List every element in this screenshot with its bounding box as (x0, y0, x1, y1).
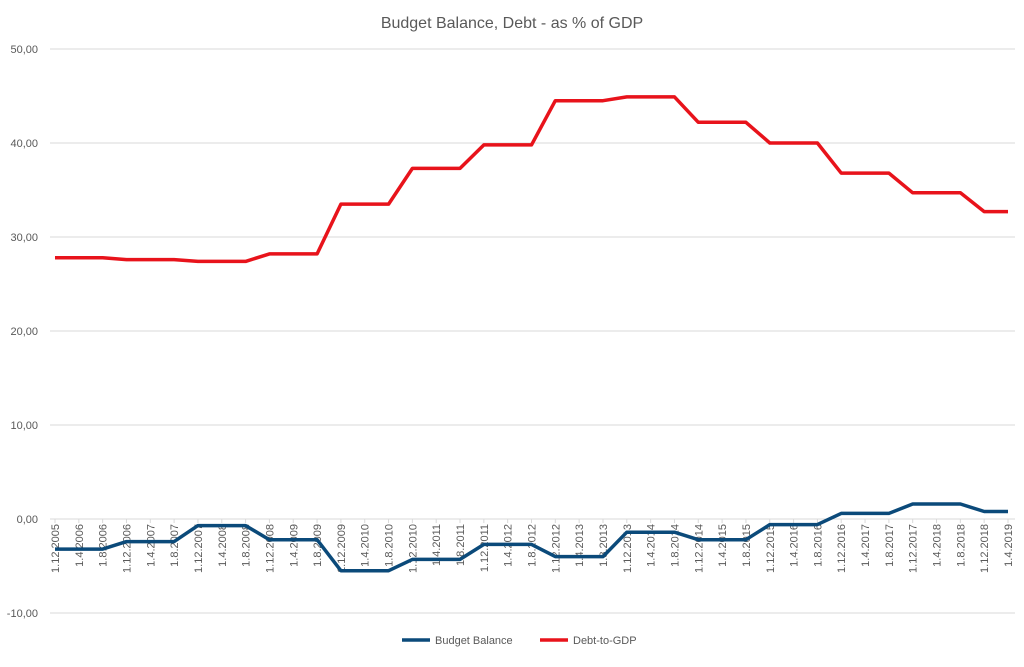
x-tick-label: 1.4.2013 (574, 524, 586, 567)
x-tick-label: 1.8.2015 (741, 524, 753, 567)
x-tick-label: 1.8.2006 (98, 524, 110, 567)
x-tick-label: 1.12.2017 (908, 524, 920, 573)
x-tick-label: 1.4.2017 (860, 524, 872, 567)
x-tick-label: 1.8.2010 (384, 524, 396, 567)
x-tick-label: 1.12.2018 (979, 524, 991, 573)
x-tick-label: 1.8.2007 (169, 524, 181, 567)
y-tick-label: 40,00 (10, 138, 38, 150)
x-tick-label: 1.8.2016 (812, 524, 824, 567)
y-tick-label: 20,00 (10, 326, 38, 338)
x-tick-label: 1.4.2018 (932, 524, 944, 567)
y-tick-label: 10,00 (10, 420, 38, 432)
x-tick-label: 1.8.2013 (598, 524, 610, 567)
x-tick-label: 1.12.2006 (121, 524, 133, 573)
x-tick-label: 1.12.2008 (264, 524, 276, 573)
x-tick-label: 1.12.2016 (836, 524, 848, 573)
x-tick-label: 1.4.2019 (1003, 524, 1015, 567)
y-tick-label: -10,00 (7, 608, 38, 620)
y-tick-label: 30,00 (10, 232, 38, 244)
x-tick-label: 1.4.2010 (360, 524, 372, 567)
x-tick-label: 1.12.2012 (550, 524, 562, 573)
x-tick-label: 1.12.2015 (765, 524, 777, 573)
legend-label: Debt-to-GDP (573, 635, 637, 647)
x-tick-label: 1.8.2017 (884, 524, 896, 567)
x-tick-label: 1.12.2007 (193, 524, 205, 573)
legend: Budget Balance Debt-to-GDP (402, 635, 637, 647)
y-tick-label: 50,00 (10, 44, 38, 56)
legend-label: Budget Balance (435, 635, 513, 647)
x-tick-label: 1.4.2016 (789, 524, 801, 567)
x-tick-label: 1.12.2010 (407, 524, 419, 573)
y-tick-label: 0,00 (17, 514, 38, 526)
x-tick-label: 1.4.2015 (717, 524, 729, 567)
x-tick-label: 1.4.2014 (646, 524, 658, 567)
x-tick-label: 1.4.2006 (74, 524, 86, 567)
x-tick-label: 1.8.2014 (669, 524, 681, 567)
x-tick-label: 1.4.2009 (288, 524, 300, 567)
x-tick-label: 1.4.2007 (145, 524, 157, 567)
chart-title: Budget Balance, Debt - as % of GDP (381, 15, 643, 32)
x-tick-label: 1.4.2008 (217, 524, 229, 567)
x-tick-label: 1.12.2014 (693, 524, 705, 573)
series-lines (55, 97, 1008, 571)
x-tick-label: 1.8.2018 (955, 524, 967, 567)
y-axis: -10,00 0,00 10,00 20,00 30,00 40,00 50,00 (7, 44, 38, 620)
